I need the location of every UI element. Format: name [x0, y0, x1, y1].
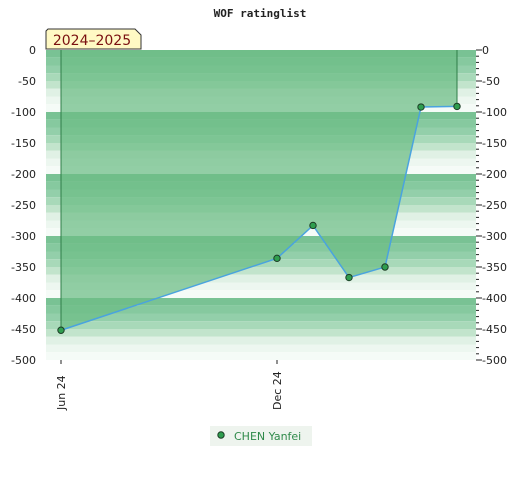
y-tick-left: -50	[18, 75, 36, 88]
band-4-3	[46, 321, 476, 329]
y-tick-left: -500	[11, 354, 36, 367]
band-4-0	[46, 298, 476, 306]
y-tick-left: -100	[11, 106, 36, 119]
data-point	[273, 254, 281, 263]
chart-title: WOF ratinglist	[214, 7, 307, 20]
data-point	[417, 103, 425, 111]
y-tick-left: 0	[29, 44, 36, 57]
band-4-4	[46, 329, 476, 337]
x-tick-label: Dec 24	[271, 371, 284, 410]
band-4-5	[46, 336, 476, 345]
x-axis: Jun 24 Dec 24	[55, 360, 284, 411]
y-tick-right: -250	[482, 199, 507, 212]
band-3-4	[46, 267, 476, 275]
band-4-2	[46, 313, 476, 322]
y-tick-right: -300	[482, 230, 507, 243]
band-3-7	[46, 290, 476, 298]
y-tick-left: -350	[11, 261, 36, 274]
band-4-7	[46, 352, 476, 360]
y-tick-left: -200	[11, 168, 36, 181]
y-tick-right: -150	[482, 137, 507, 150]
y-tick-left: -450	[11, 323, 36, 336]
series-area	[61, 50, 457, 331]
y-tick-right: 0	[482, 44, 489, 57]
legend[interactable]: CHEN Yanfei	[210, 426, 312, 446]
season-badge: 2024–2025	[45, 28, 142, 50]
y-axis-right: 0 -50 -100 -150 -200 -250 -300 -350 -400 -450 -500	[476, 44, 507, 367]
y-tick-right: -500	[482, 354, 507, 367]
y-tick-left: -300	[11, 230, 36, 243]
series-markers	[57, 102, 461, 334]
band-4-1	[46, 305, 476, 314]
legend-label: CHEN Yanfei	[234, 430, 301, 443]
data-point	[345, 273, 353, 282]
y-tick-left: -150	[11, 137, 36, 150]
y-tick-right: -450	[482, 323, 507, 336]
y-axis-left: 0 -50 -100 -150 -200 -250 -300 -350 -400 -450 -500	[11, 44, 36, 367]
y-tick-right: -100	[482, 106, 507, 119]
data-point	[381, 263, 389, 271]
data-point	[57, 326, 65, 334]
season-label: 2024–2025	[53, 33, 131, 49]
y-tick-right: -50	[482, 75, 500, 88]
y-tick-left: -250	[11, 199, 36, 212]
data-point	[309, 221, 317, 230]
y-tick-right: -350	[482, 261, 507, 274]
y-tick-right: -400	[482, 292, 507, 305]
band-3-5	[46, 274, 476, 283]
band-3-6	[46, 282, 476, 291]
legend-marker	[217, 431, 225, 439]
y-axis-right-minor-ticks	[476, 55, 479, 355]
data-point	[453, 102, 461, 111]
band-4-6	[46, 344, 476, 353]
x-tick-label: Jun 24	[55, 375, 68, 411]
y-tick-right: -200	[482, 168, 507, 181]
y-tick-left: -400	[11, 292, 36, 305]
